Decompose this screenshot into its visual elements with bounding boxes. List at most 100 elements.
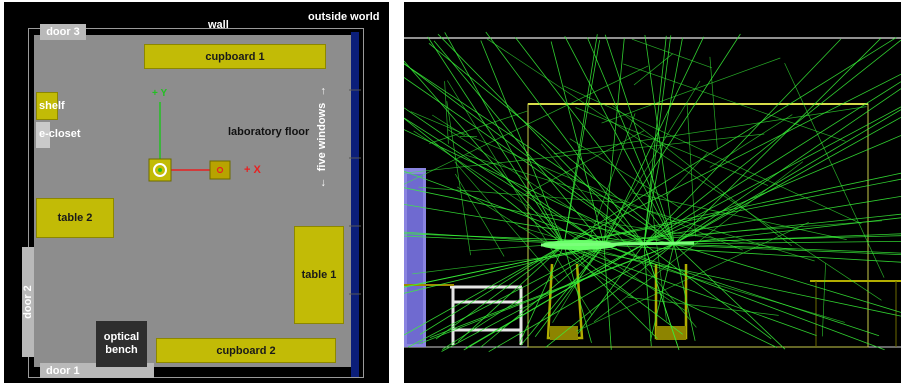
e-closet-label: e-closet — [39, 128, 81, 140]
ray-line — [480, 244, 605, 348]
ray-line — [603, 244, 612, 350]
ray-bounce-line — [631, 38, 713, 69]
ray-bounce-line — [569, 138, 681, 209]
ray-line — [643, 243, 652, 347]
windows-strip — [349, 32, 361, 377]
ray-bounce-line — [601, 57, 781, 124]
ray-bounce-line — [563, 85, 862, 225]
ray-line — [603, 196, 901, 246]
ray-bounce-line — [627, 296, 779, 316]
table-1: table 1 — [294, 226, 344, 324]
ray-line — [643, 38, 842, 245]
ray-line — [604, 34, 675, 245]
cupboard-1: cupboard 1 — [144, 44, 326, 69]
cupboard-2: cupboard 2 — [156, 338, 336, 363]
ray-line — [643, 135, 901, 245]
ray-line — [404, 129, 645, 245]
ray-line — [643, 35, 672, 245]
ray-bounce-line — [821, 263, 826, 337]
arrow-right-icon: → — [316, 85, 328, 103]
ray-line — [563, 244, 817, 336]
ray-bounce-line — [465, 154, 815, 262]
ray-bounce-line — [444, 81, 449, 144]
ray-line — [418, 243, 675, 345]
ray-line — [603, 244, 901, 263]
ray-line — [437, 33, 645, 245]
rays-group — [404, 31, 901, 353]
ray-bounce-line — [784, 62, 885, 278]
ray-bounce-line — [457, 186, 633, 298]
ray-line — [563, 40, 600, 246]
ray-simulation-panel — [404, 2, 901, 383]
device-left-source-icon — [153, 163, 167, 177]
door-2: door 2 — [22, 247, 34, 357]
ray-line — [603, 36, 705, 246]
ray-line — [404, 244, 565, 336]
ray-line — [643, 81, 901, 245]
ray-bounce-line — [429, 110, 528, 144]
ray-line — [563, 244, 658, 339]
e-closet — [36, 122, 50, 148]
outside-world-label: outside world — [308, 11, 380, 23]
ray-line — [563, 244, 683, 335]
ray-bounce-line — [432, 114, 465, 136]
ray-line — [673, 243, 901, 313]
five-windows-label: ← five windows → — [316, 82, 328, 192]
ray-bounce-line — [404, 133, 765, 174]
ray-line — [673, 243, 696, 341]
ray-line — [603, 244, 880, 337]
ray-line — [643, 106, 901, 245]
ray-bounce-line — [404, 65, 649, 185]
ray-line — [603, 244, 885, 351]
ray-line — [673, 88, 901, 245]
ray-line — [564, 36, 675, 245]
ray-bounce-line — [633, 53, 673, 86]
ray-line — [404, 244, 605, 294]
ray-bounce-line — [709, 56, 718, 150]
ray-line — [404, 118, 565, 246]
ray-bounce-line — [581, 113, 636, 261]
ray-bounce-line — [623, 63, 846, 142]
table-2: table 2 — [36, 198, 114, 238]
ray-line — [404, 187, 675, 245]
ray-bounce-line — [686, 102, 696, 237]
axis-x-label: + X — [244, 164, 261, 176]
coordinate-axes — [148, 102, 231, 182]
device-right-target-icon — [216, 166, 224, 174]
ray-line — [644, 34, 675, 245]
ray-bounce-line — [524, 130, 645, 195]
ray-bounce-line — [486, 38, 882, 301]
ray-line — [404, 107, 605, 246]
arrow-left-icon: ← — [316, 171, 328, 189]
ray-bounce-line — [540, 143, 697, 328]
ray-line — [563, 73, 901, 246]
outer-wall — [28, 28, 364, 378]
ray-bounce-line — [413, 130, 688, 313]
ray-line — [673, 243, 786, 350]
five-windows-text: five windows — [316, 102, 328, 172]
ray-bounce-line — [454, 173, 505, 257]
device-right — [209, 160, 231, 180]
ray-line — [587, 37, 675, 245]
door-3: door 3 — [40, 24, 86, 40]
wall-label: wall — [208, 19, 229, 31]
ray-line — [519, 244, 565, 344]
ray-line — [404, 117, 605, 246]
ray-bounce-line — [541, 213, 797, 251]
ray-line — [520, 244, 605, 346]
ray-bounce-line — [469, 220, 882, 252]
ray-bounce-line — [412, 247, 618, 275]
ray-bounce-line — [553, 106, 867, 155]
ray-bounce-line — [447, 129, 620, 240]
axis-y-label: + Y — [152, 88, 168, 99]
ray-line — [643, 243, 680, 351]
floor-plan-panel: wall outside world door 3 door 1 door 2 … — [4, 2, 389, 383]
ray-bounce-line — [650, 197, 667, 321]
ray-line — [673, 109, 901, 245]
ray-bounce-line — [454, 161, 560, 284]
ray-bounce-line — [576, 221, 809, 332]
ray-bounce-line — [575, 107, 769, 186]
ray-line — [408, 244, 605, 348]
ray-line — [643, 39, 901, 245]
ray-line — [563, 172, 901, 246]
